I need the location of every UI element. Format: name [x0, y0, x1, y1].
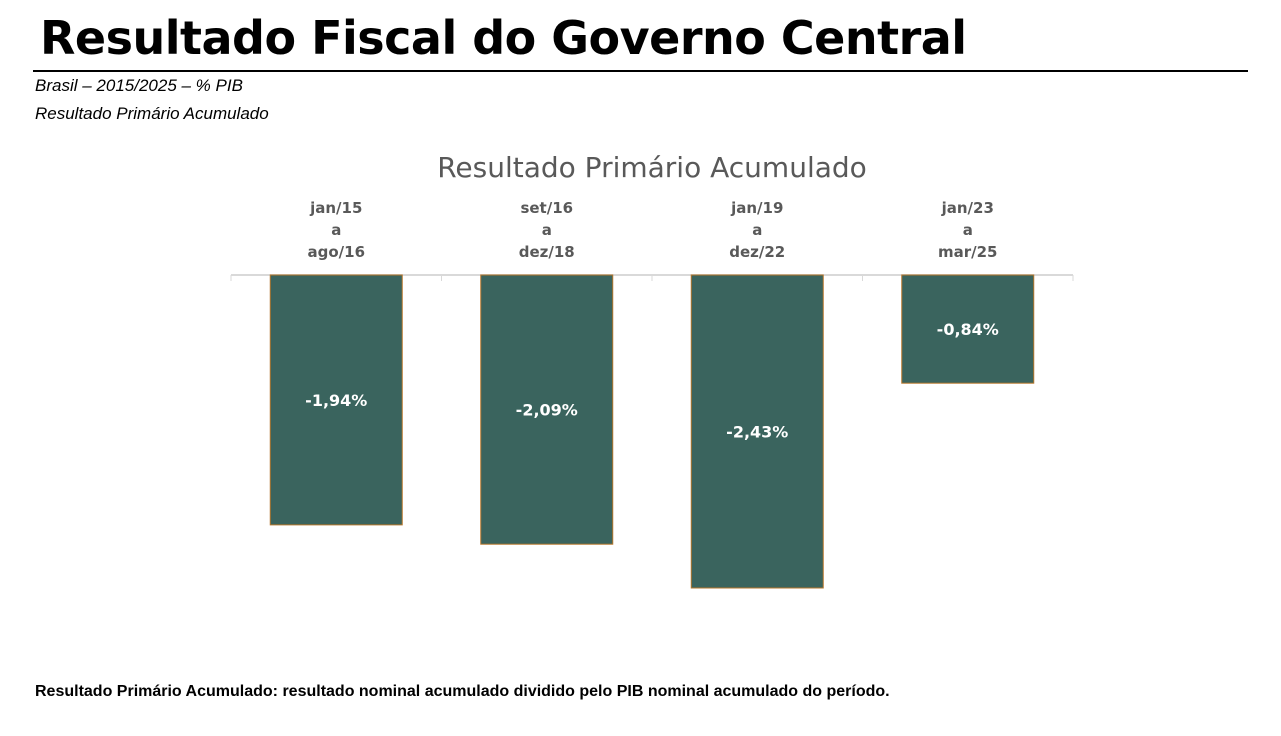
category-label: ago/16 — [307, 243, 365, 261]
data-label: -0,84% — [937, 320, 999, 339]
chart-title: Resultado Primário Acumulado — [437, 151, 867, 184]
data-label: -2,09% — [516, 401, 578, 420]
subtitle-region-period: Brasil – 2015/2025 – % PIB — [35, 76, 243, 95]
category-label: a — [752, 221, 762, 239]
category-label: dez/22 — [729, 243, 785, 261]
category-label: jan/19 — [730, 199, 783, 217]
category-label: a — [542, 221, 552, 239]
footnote: Resultado Primário Acumulado: resultado … — [35, 683, 890, 700]
category-label: a — [331, 221, 341, 239]
data-label: -2,43% — [726, 423, 788, 442]
bar — [901, 274, 1035, 384]
category-label: mar/25 — [938, 243, 998, 261]
category-label: a — [963, 221, 973, 239]
bar — [480, 274, 614, 545]
data-label: -1,94% — [305, 391, 367, 410]
category-label: jan/15 — [309, 199, 362, 217]
category-label: dez/18 — [519, 243, 575, 261]
subtitle-indicator: Resultado Primário Acumulado — [35, 104, 269, 123]
bar — [690, 274, 824, 589]
bar-series: -1,94% -2,09% -2,43% -0,84% — [269, 274, 1035, 589]
page-title: Resultado Fiscal do Governo Central — [40, 11, 967, 65]
category-labels: jan/15 a ago/16 set/16 a dez/18 jan/19 a dez/22 j… — [307, 199, 997, 261]
title-divider — [33, 70, 1248, 72]
category-label: set/16 — [520, 199, 573, 217]
bar — [269, 274, 403, 526]
category-label: jan/23 — [941, 199, 994, 217]
